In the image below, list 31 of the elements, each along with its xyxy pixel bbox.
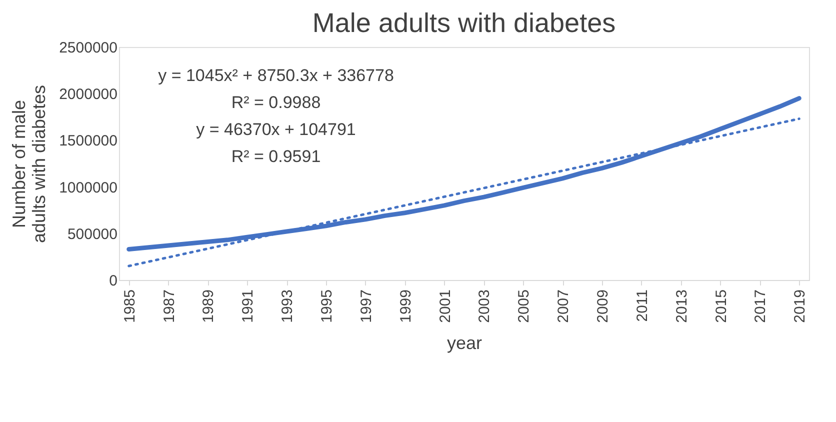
x-tick-label: 1987 bbox=[160, 290, 178, 323]
y-tick-label: 1500000 bbox=[59, 132, 118, 150]
x-tick-label: 2003 bbox=[476, 290, 494, 323]
y-tick-label: 2000000 bbox=[59, 86, 118, 104]
x-tick-label: 2011 bbox=[634, 290, 651, 322]
x-tick-label: 1999 bbox=[397, 290, 414, 323]
y-tick-label: 500000 bbox=[67, 226, 118, 243]
x-tick-label: 2001 bbox=[436, 290, 454, 323]
y-axis-title: Number of male adults with diabetes bbox=[9, 84, 50, 244]
x-tick-label: 2017 bbox=[752, 290, 770, 323]
x-tick-label: 1989 bbox=[200, 290, 218, 323]
y-tick-label: 0 bbox=[109, 272, 118, 290]
annotation: y = 1045x² + 8750.3x + 336778 bbox=[158, 66, 394, 85]
annotation: R² = 0.9591 bbox=[231, 147, 321, 166]
x-tick-label: 2015 bbox=[712, 290, 730, 323]
x-tick-label: 2013 bbox=[673, 290, 690, 323]
x-tick-label: 2019 bbox=[792, 290, 809, 323]
y-tick-label: 2500000 bbox=[59, 40, 118, 56]
x-tick-label: 2009 bbox=[594, 290, 612, 323]
x-tick-label: 1993 bbox=[279, 290, 296, 323]
annotation: R² = 0.9988 bbox=[231, 93, 321, 112]
annotation: y = 46370x + 104791 bbox=[196, 120, 356, 139]
x-tick-label: 1985 bbox=[121, 290, 138, 323]
x-tick-label: 1997 bbox=[358, 290, 375, 323]
x-tick-label: 1995 bbox=[318, 290, 336, 323]
chart-title: Male adults with diabetes bbox=[312, 8, 616, 38]
x-axis-title: year bbox=[446, 332, 482, 353]
y-tick-label: 1000000 bbox=[59, 179, 118, 196]
x-tick-label: 2005 bbox=[516, 290, 533, 323]
x-tick-label: 1991 bbox=[240, 290, 257, 323]
x-tick-label: 2007 bbox=[555, 290, 572, 323]
